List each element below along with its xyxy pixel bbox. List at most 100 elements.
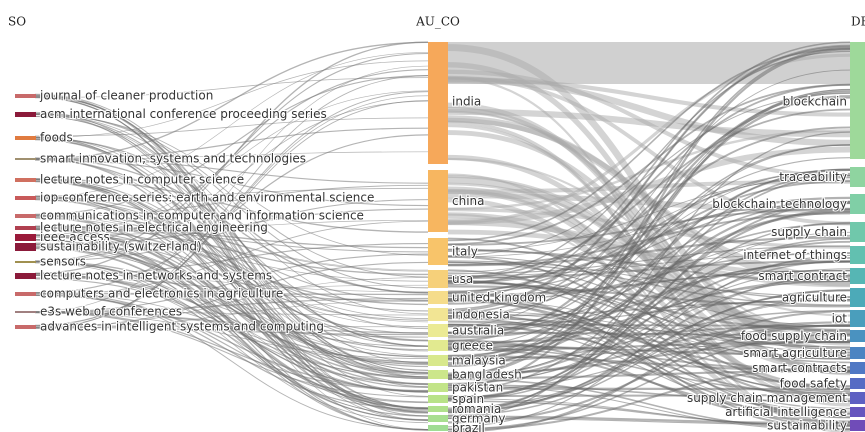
flow xyxy=(34,75,429,329)
flow xyxy=(447,260,851,279)
country-node xyxy=(428,415,448,422)
keyword-label: smart agriculture xyxy=(743,346,847,360)
country-node xyxy=(428,270,448,288)
keyword-node xyxy=(850,167,865,187)
flows xyxy=(34,41,851,432)
country-label: romania xyxy=(452,402,501,416)
country-node xyxy=(428,291,448,304)
country-node xyxy=(428,395,448,403)
flow xyxy=(34,90,429,236)
keyword-label: iot xyxy=(832,312,848,326)
flow xyxy=(447,384,851,403)
flow xyxy=(447,186,851,374)
flow xyxy=(34,74,429,215)
country-label: brazil xyxy=(452,421,485,432)
country-node xyxy=(428,406,448,412)
country-node xyxy=(428,355,448,366)
country-node xyxy=(428,238,448,265)
flow xyxy=(34,234,429,409)
source-label: computers and electronics in agriculture xyxy=(40,287,283,301)
flow xyxy=(34,217,429,386)
keyword-label: agriculture xyxy=(782,291,847,305)
flow xyxy=(447,417,851,426)
source-node xyxy=(15,273,36,279)
country-label: united kingdom xyxy=(452,291,546,305)
flow xyxy=(34,197,429,342)
source-node xyxy=(15,178,36,182)
flow xyxy=(34,117,429,137)
flow xyxy=(447,45,851,312)
flow xyxy=(34,311,429,338)
source-label: foods xyxy=(40,131,73,145)
source-label: advances in intelligent systems and comp… xyxy=(40,320,324,334)
keyword-label: supply chain management xyxy=(687,391,847,405)
source-label: iop conference series: earth and environ… xyxy=(40,191,374,205)
flow xyxy=(447,131,851,420)
flow xyxy=(447,324,851,391)
flow xyxy=(447,83,851,286)
source-node xyxy=(15,325,36,329)
flow xyxy=(34,311,429,316)
flow xyxy=(34,127,429,161)
flow xyxy=(34,275,429,347)
keyword-node xyxy=(850,246,865,264)
flow xyxy=(34,242,429,351)
flow xyxy=(34,41,429,274)
source-label: communications in computer and informati… xyxy=(40,209,364,223)
flow xyxy=(447,333,851,430)
flow xyxy=(34,300,429,329)
keyword-label: smart contract xyxy=(758,269,847,283)
flow xyxy=(34,208,429,246)
flow xyxy=(34,136,429,330)
source-node xyxy=(15,243,36,251)
flow xyxy=(447,77,851,117)
column-header: DE xyxy=(851,15,865,29)
flow xyxy=(447,144,851,348)
source-label: sensors xyxy=(40,255,86,269)
flow xyxy=(34,137,429,294)
flow xyxy=(34,52,429,197)
keyword-node xyxy=(850,420,865,431)
flow xyxy=(34,217,429,328)
country-label: china xyxy=(452,194,485,208)
source-node xyxy=(15,112,36,117)
keyword-node xyxy=(850,288,865,307)
flow xyxy=(34,294,429,392)
keyword-label: food supply chain xyxy=(741,329,847,343)
flow xyxy=(34,261,429,329)
flow xyxy=(34,151,429,160)
keyword-label: artificial intelligence xyxy=(725,405,847,419)
country-node xyxy=(428,383,448,392)
flow xyxy=(447,268,851,385)
country-node xyxy=(428,308,448,321)
flow xyxy=(34,260,429,417)
flow xyxy=(447,172,851,392)
flow xyxy=(34,215,429,272)
source-label: journal of cleaner production xyxy=(39,89,213,103)
flow xyxy=(447,255,851,327)
country-label: italy xyxy=(452,245,478,259)
flow xyxy=(447,179,851,194)
keyword-label: blockchain technology xyxy=(712,197,847,211)
flow xyxy=(447,50,851,279)
flow xyxy=(447,252,851,303)
flow xyxy=(447,260,851,401)
country-label: indonesia xyxy=(452,308,510,322)
source-label: acm international conference proceeding … xyxy=(40,107,327,121)
keyword-node xyxy=(850,392,865,404)
flow xyxy=(34,184,429,218)
keyword-node xyxy=(850,268,865,284)
country-node xyxy=(428,324,448,337)
keyword-label: smart contracts xyxy=(752,361,847,375)
flow xyxy=(447,201,851,294)
keyword-node xyxy=(850,310,865,327)
flow xyxy=(447,285,851,308)
source-node xyxy=(15,292,36,296)
keyword-label: supply chain xyxy=(771,225,847,239)
source-label: lecture notes in computer science xyxy=(40,173,244,187)
source-node xyxy=(15,234,36,241)
country-node xyxy=(428,370,448,379)
flow xyxy=(447,254,851,428)
flow xyxy=(34,246,429,421)
